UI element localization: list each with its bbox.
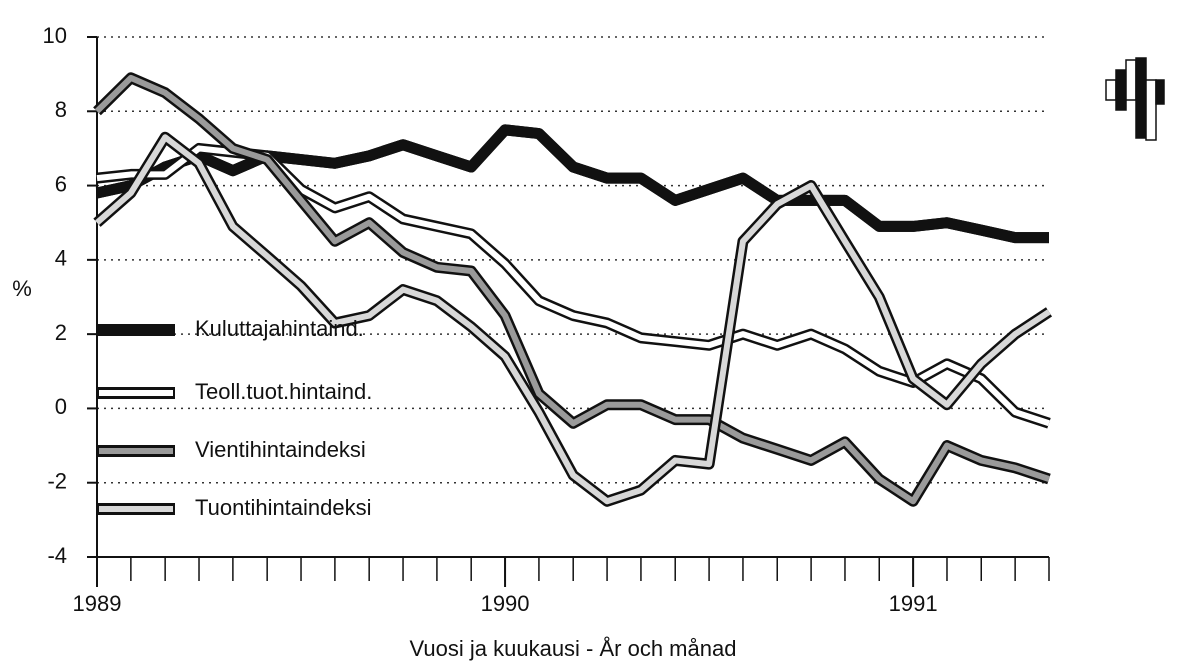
x-tick-label: 1989 — [73, 591, 122, 616]
legend-label: Kuluttajahintaind. — [195, 316, 364, 341]
y-axis-label: % — [12, 276, 32, 301]
y-tick-label: 8 — [55, 97, 67, 122]
y-tick-label: 2 — [55, 320, 67, 345]
logo — [1105, 57, 1165, 141]
x-tick-label: 1991 — [889, 591, 938, 616]
y-tick-label: -4 — [47, 543, 67, 568]
x-tick-label: 1990 — [481, 591, 530, 616]
series-line — [95, 134, 1051, 505]
legend-label: Tuontihintaindeksi — [195, 495, 372, 520]
legend-swatch — [99, 448, 173, 454]
legend-label: Teoll.tuot.hintaind. — [195, 379, 372, 404]
series-line — [94, 74, 1050, 505]
y-tick-label: 6 — [55, 171, 67, 196]
legend-swatch — [99, 327, 173, 333]
legend-swatch — [99, 390, 173, 396]
x-axis-label: Vuosi ja kuukausi - År och månad — [410, 636, 737, 661]
y-tick-label: -2 — [47, 469, 67, 494]
legend-swatch — [99, 506, 173, 512]
legend-label: Vientihintaindeksi — [195, 437, 366, 462]
y-tick-label: 4 — [55, 246, 67, 271]
y-tick-label: 10 — [43, 23, 67, 48]
y-tick-label: 0 — [55, 394, 67, 419]
